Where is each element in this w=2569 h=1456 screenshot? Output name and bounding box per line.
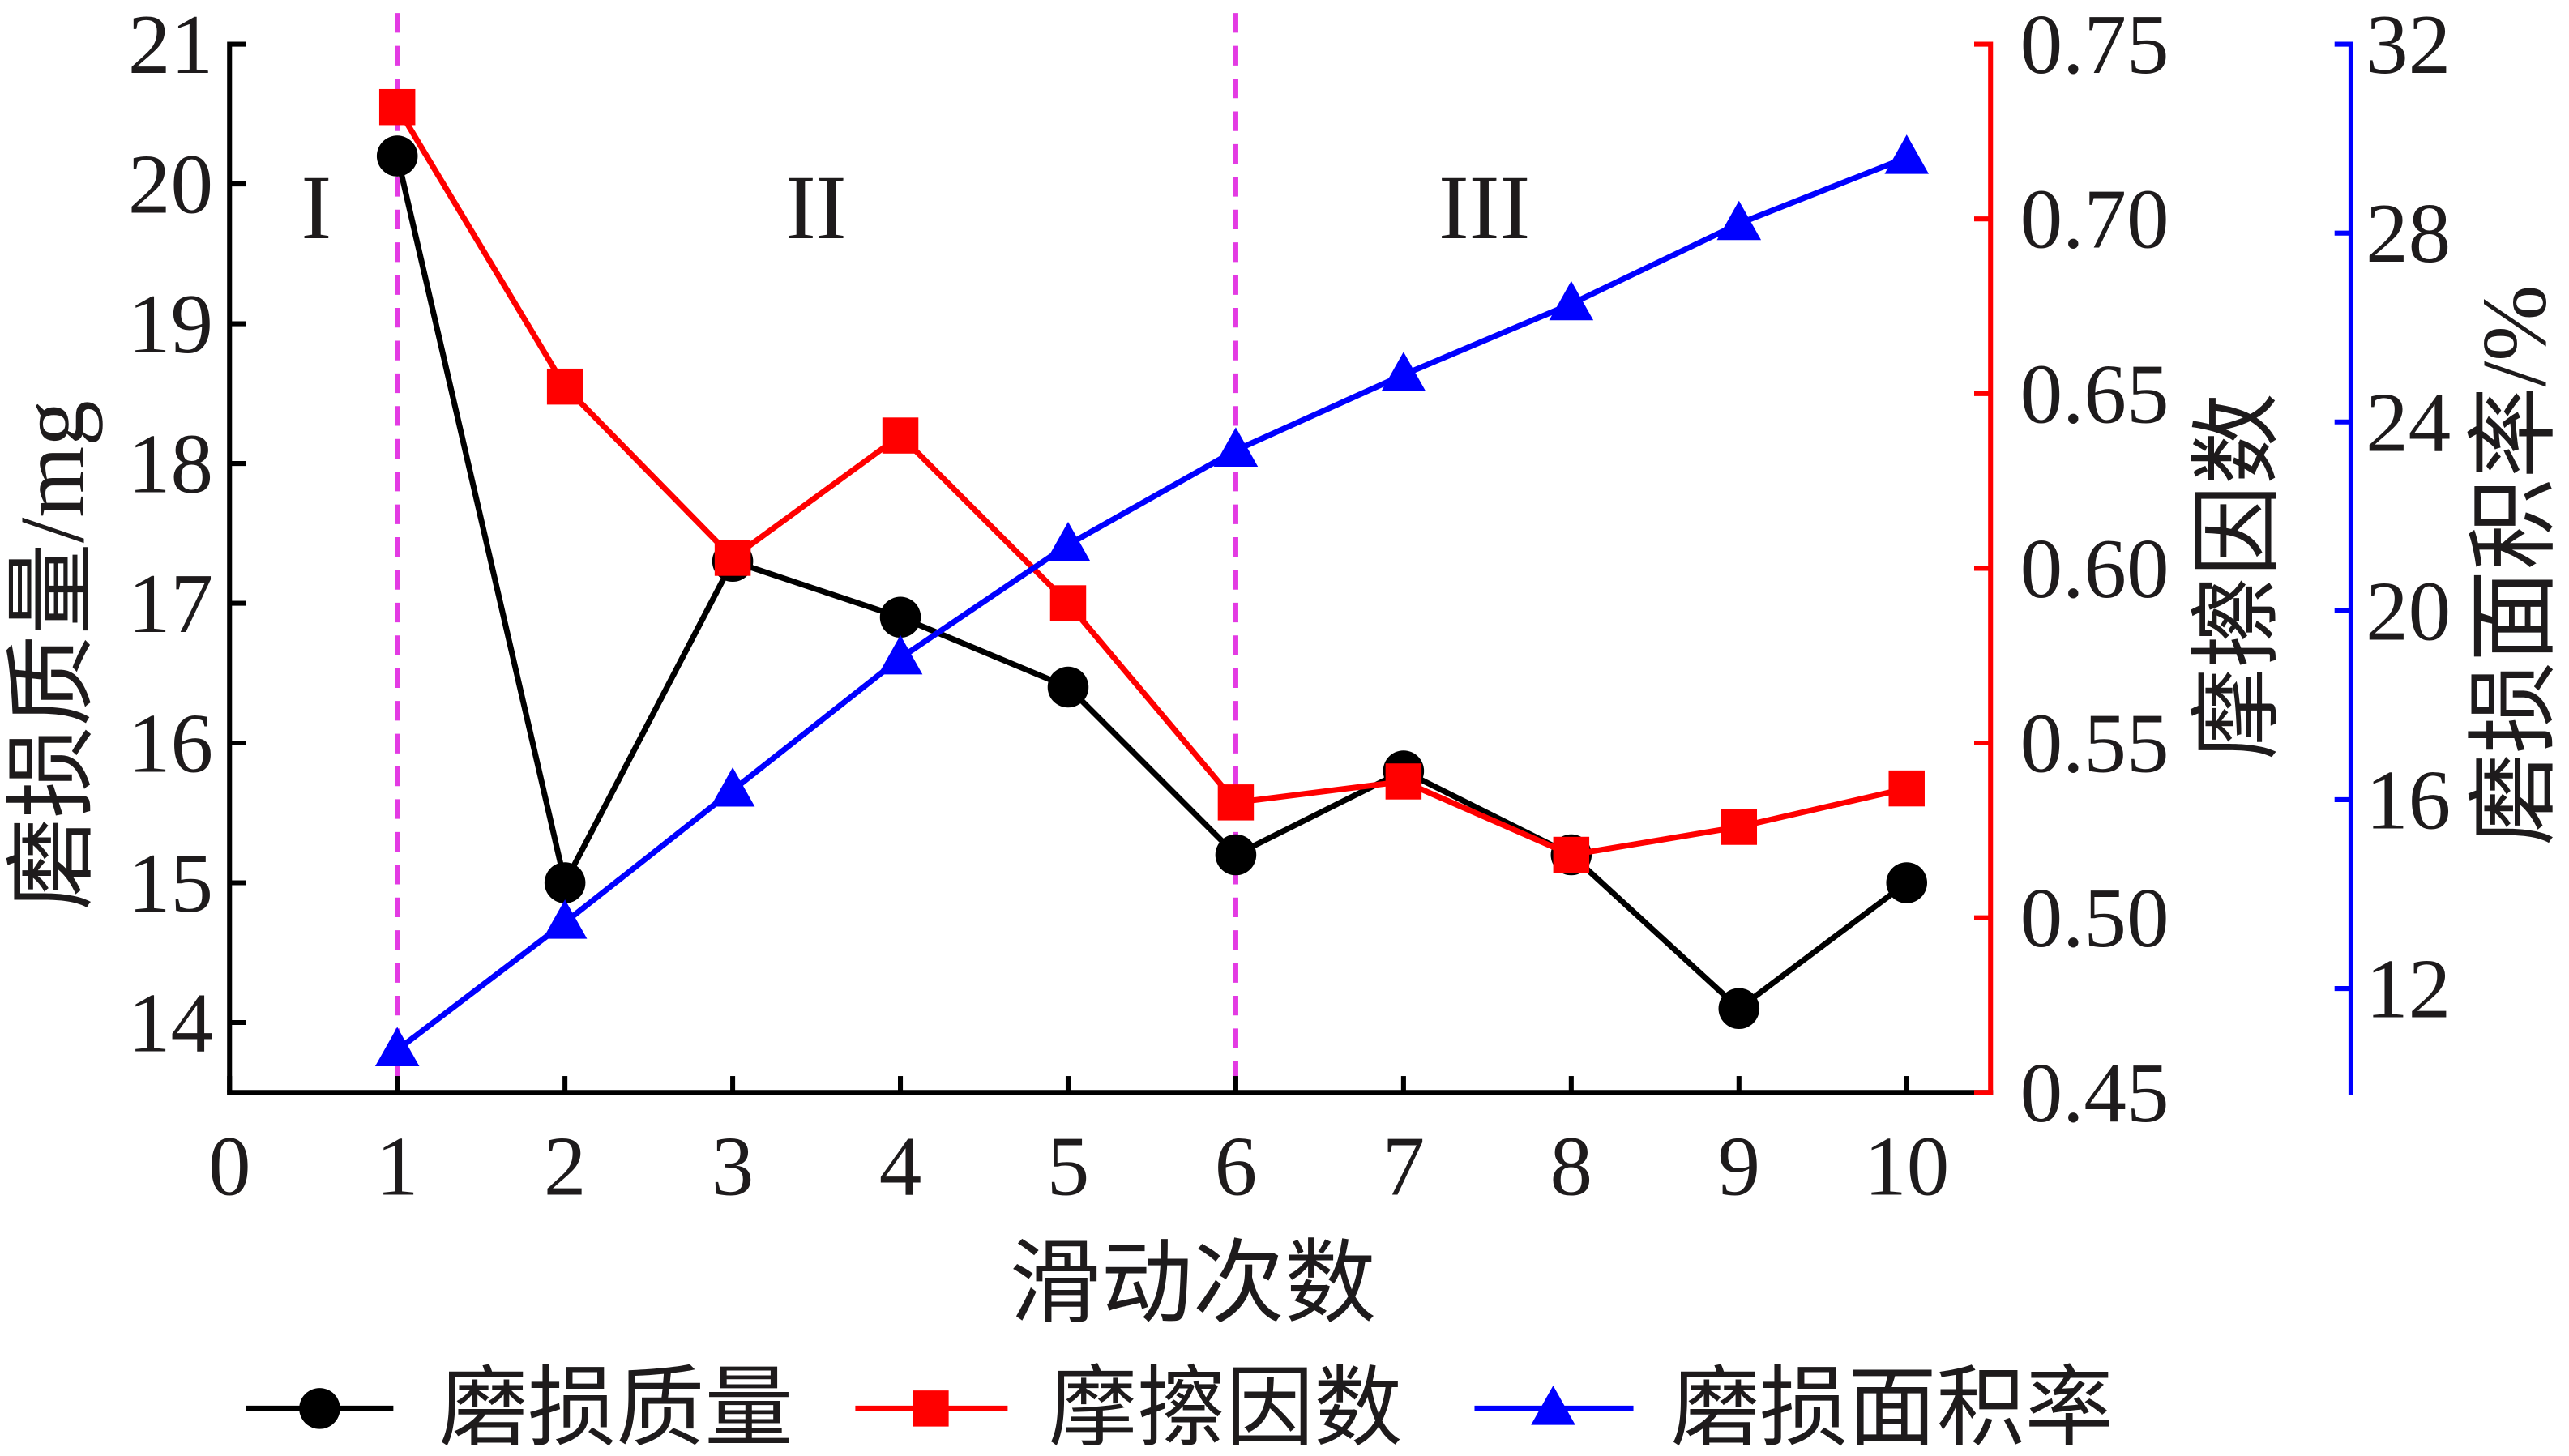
stage-label-1: I: [301, 157, 332, 258]
friction-y-tick-label: 0.75: [2020, 0, 2169, 92]
left-y-tick-label: 21: [128, 0, 213, 92]
wear-area-point: [710, 767, 755, 807]
friction-point: [546, 368, 583, 405]
legend-label-wear-mass: 磨损质量: [439, 1360, 793, 1456]
x-tick-label: 8: [1550, 1119, 1593, 1214]
wear-area-line: [395, 155, 1909, 1053]
legend-item-wear-area: 磨损面积率: [1474, 1360, 2114, 1456]
friction-y-tick-label: 0.70: [2020, 172, 2169, 267]
x-tick-label: 7: [1383, 1119, 1426, 1214]
wear-area-point: [1213, 427, 1259, 467]
legend-label-wear-area: 磨损面积率: [1671, 1360, 2114, 1456]
stage-label-2: II: [785, 157, 846, 258]
left-y-tick-label: 16: [128, 696, 213, 791]
friction-point: [1721, 809, 1758, 845]
wear-area-point: [1549, 280, 1594, 321]
legend-item-friction: 摩擦因数: [855, 1360, 1403, 1456]
x-tick-label: 6: [1215, 1119, 1258, 1214]
wear-area-point: [878, 634, 923, 675]
wear-mass-point: [1886, 862, 1928, 903]
area-y-tick-label: 28: [2366, 186, 2451, 280]
stage-label-3: III: [1438, 157, 1530, 258]
x-tick-label: 5: [1047, 1119, 1090, 1214]
left-y-tick-label: 19: [128, 276, 213, 371]
friction-point: [378, 88, 416, 126]
axes: 0 1 2 3 4 5 6 7 8 9 1014151617181920210.450.500.55…: [128, 0, 2451, 1214]
area-y-tick-label: 32: [2366, 0, 2451, 92]
friction-y-tick-label: 0.60: [2020, 521, 2169, 616]
x-tick-label: 3: [712, 1119, 754, 1214]
x-tick-label: 0: [208, 1119, 251, 1214]
area-y-tick-label: 16: [2366, 752, 2451, 847]
left-y-tick-label: 15: [128, 835, 213, 930]
friction-y-axis-title: 摩擦因数: [2187, 393, 2289, 760]
x-tick-label: 10: [1864, 1119, 1949, 1214]
left-y-tick-label: 20: [128, 137, 213, 232]
friction-point: [882, 417, 919, 454]
friction-point: [1553, 836, 1590, 873]
x-tick-label: 2: [544, 1119, 587, 1214]
x-axis-title: 滑动次数: [1009, 1233, 1376, 1334]
friction-point: [714, 540, 751, 576]
friction-point: [1217, 784, 1255, 821]
area-y-axis-title: 磨损面积率/%: [2464, 285, 2566, 846]
left-y-axis-title: 磨损质量/mg: [2, 400, 103, 910]
legend-marker-friction: [913, 1390, 949, 1427]
left-y-tick-label: 17: [128, 556, 213, 651]
friction-y-tick-label: 0.55: [2020, 696, 2169, 791]
legend: 磨损质量 摩擦因数 磨损面积率: [246, 1360, 2114, 1456]
wear-mass-point: [879, 596, 921, 638]
stage-labels: I II III: [301, 157, 1531, 258]
wear-mass-point: [376, 135, 418, 177]
wear-mass-point: [1215, 834, 1257, 876]
friction-line: [395, 105, 1908, 858]
area-y-tick-label: 20: [2366, 563, 2451, 658]
friction-y-tick-label: 0.65: [2020, 346, 2169, 441]
wear-area-point: [1381, 352, 1426, 391]
area-y-tick-label: 12: [2366, 941, 2451, 1036]
wear-area-point: [1884, 134, 1930, 174]
wear-area-point: [1045, 521, 1091, 561]
x-tick-label: 1: [376, 1119, 419, 1214]
plot-area: [374, 88, 1930, 1067]
wear-area-point: [1716, 200, 1762, 241]
legend-marker-wear-area: [1531, 1386, 1575, 1425]
wear-area-point: [374, 1027, 420, 1067]
x-tick-label: 9: [1718, 1119, 1761, 1214]
left-y-tick-label: 18: [128, 416, 213, 511]
wear-area-point: [542, 899, 588, 939]
wear-mass-point: [1047, 666, 1089, 708]
wear-mass-line: [394, 155, 1909, 1012]
stage-dividers: [395, 13, 1238, 1093]
friction-point: [1385, 763, 1422, 800]
area-y-tick-label: 24: [2366, 374, 2451, 469]
x-tick-label: 4: [879, 1119, 922, 1214]
friction-y-tick-label: 0.50: [2020, 870, 2169, 965]
wear-mass-point: [1718, 988, 1760, 1030]
legend-label-friction: 摩擦因数: [1049, 1360, 1403, 1456]
left-y-tick-label: 14: [128, 976, 213, 1070]
friction-point: [1049, 585, 1087, 621]
wear-mass-point: [544, 862, 586, 903]
friction-y-tick-label: 0.45: [2020, 1045, 2169, 1140]
legend-marker-wear-mass: [299, 1388, 340, 1429]
legend-item-wear-mass: 磨损质量: [246, 1360, 793, 1456]
friction-point: [1888, 770, 1925, 807]
